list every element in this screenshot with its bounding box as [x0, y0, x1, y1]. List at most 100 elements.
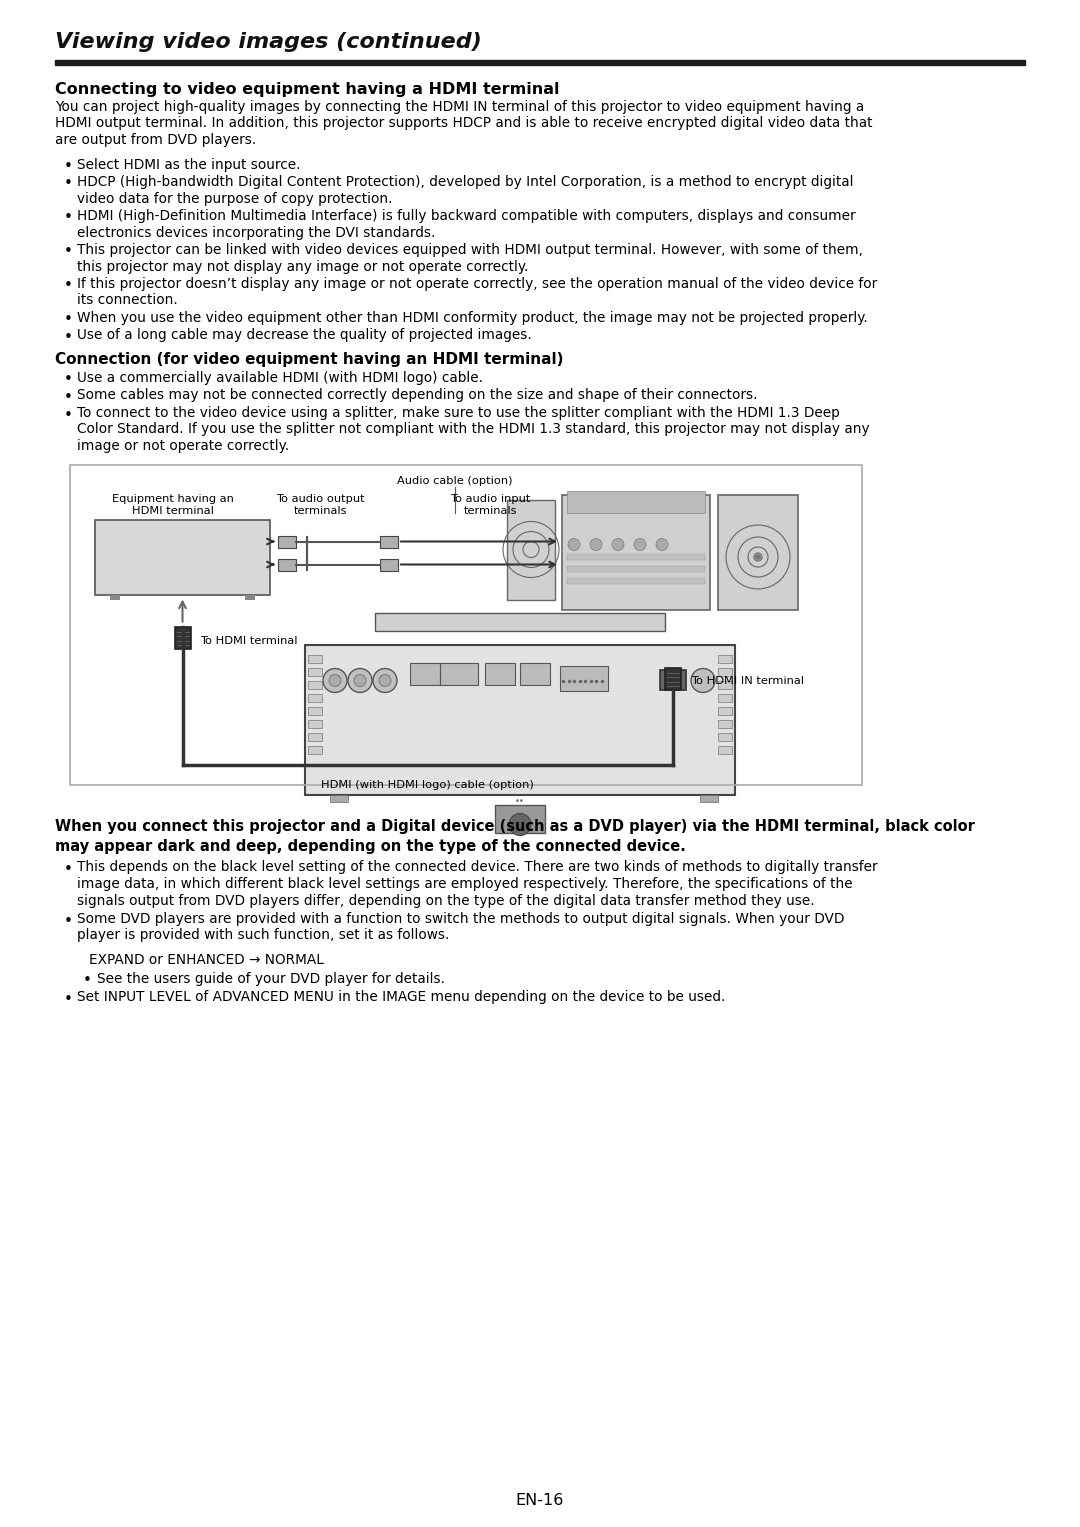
Bar: [308, 707, 322, 715]
Bar: [562, 495, 710, 609]
Text: To HDMI terminal: To HDMI terminal: [201, 635, 298, 646]
Text: may appear dark and deep, depending on the type of the connected device.: may appear dark and deep, depending on t…: [55, 838, 686, 854]
Bar: [308, 745, 322, 753]
Circle shape: [354, 675, 366, 687]
Circle shape: [656, 539, 669, 551]
Bar: [700, 794, 718, 802]
Text: This depends on the black level setting of the connected device. There are two k: This depends on the black level setting …: [77, 861, 878, 875]
Text: Connection (for video equipment having an HDMI terminal): Connection (for video equipment having a…: [55, 353, 564, 366]
Bar: [567, 490, 705, 513]
Bar: [110, 594, 120, 600]
Text: If this projector doesn’t display any image or not operate correctly, see the op: If this projector doesn’t display any im…: [77, 276, 877, 292]
Bar: [665, 667, 681, 690]
Bar: [718, 655, 732, 663]
Text: are output from DVD players.: are output from DVD players.: [55, 133, 256, 147]
Bar: [718, 733, 732, 741]
Bar: [375, 612, 665, 631]
Text: HDMI output terminal. In addition, this projector supports HDCP and is able to r: HDMI output terminal. In addition, this …: [55, 116, 873, 130]
Bar: [380, 536, 399, 548]
Text: Viewing video images (continued): Viewing video images (continued): [55, 32, 482, 52]
Text: Color Standard. If you use the splitter not compliant with the HDMI 1.3 standard: Color Standard. If you use the splitter …: [77, 423, 869, 437]
Bar: [567, 553, 705, 559]
Circle shape: [373, 669, 397, 693]
Text: •: •: [64, 913, 72, 928]
Text: •: •: [64, 373, 72, 388]
Circle shape: [348, 669, 372, 693]
Text: HDMI (with HDMI logo) cable (option): HDMI (with HDMI logo) cable (option): [322, 779, 535, 789]
Text: •: •: [83, 973, 92, 988]
Text: See the users guide of your DVD player for details.: See the users guide of your DVD player f…: [97, 971, 445, 985]
Circle shape: [590, 539, 602, 551]
Bar: [380, 559, 399, 571]
Bar: [330, 794, 348, 802]
Text: •: •: [64, 991, 72, 1006]
Bar: [718, 667, 732, 675]
Text: EN-16: EN-16: [516, 1493, 564, 1509]
Text: To audio input: To audio input: [449, 495, 530, 504]
Text: To HDMI IN terminal: To HDMI IN terminal: [691, 676, 804, 687]
Circle shape: [612, 539, 624, 551]
Text: player is provided with such function, set it as follows.: player is provided with such function, s…: [77, 928, 449, 942]
Bar: [245, 594, 255, 600]
Text: Some DVD players are provided with a function to switch the methods to output di: Some DVD players are provided with a fun…: [77, 912, 845, 925]
Text: This projector can be linked with video devices equipped with HDMI output termin: This projector can be linked with video …: [77, 243, 863, 257]
Bar: [70, 464, 862, 785]
Bar: [308, 655, 322, 663]
Text: Use a commercially available HDMI (with HDMI logo) cable.: Use a commercially available HDMI (with …: [77, 371, 483, 385]
Bar: [567, 565, 705, 571]
Bar: [305, 644, 735, 794]
Bar: [519, 663, 550, 684]
Bar: [718, 495, 798, 609]
Circle shape: [755, 554, 761, 560]
Text: •: •: [64, 330, 72, 345]
Circle shape: [568, 539, 580, 551]
Bar: [660, 669, 686, 690]
Text: this projector may not display any image or not operate correctly.: this projector may not display any image…: [77, 260, 528, 273]
Text: signals output from DVD players differ, depending on the type of the digital dat: signals output from DVD players differ, …: [77, 893, 814, 907]
Bar: [718, 707, 732, 715]
Bar: [308, 693, 322, 701]
Bar: [561, 666, 608, 690]
Bar: [495, 805, 545, 832]
Bar: [718, 693, 732, 701]
Text: •: •: [64, 244, 72, 260]
Text: Some cables may not be connected correctly depending on the size and shape of th: Some cables may not be connected correct…: [77, 388, 757, 403]
Bar: [308, 733, 322, 741]
Bar: [55, 60, 1025, 66]
Text: its connection.: its connection.: [77, 293, 178, 307]
Bar: [308, 719, 322, 727]
Bar: [718, 745, 732, 753]
Text: Audio cable (option): Audio cable (option): [397, 476, 513, 487]
Text: terminals: terminals: [463, 505, 516, 516]
Text: To audio output: To audio output: [275, 495, 364, 504]
Text: EXPAND or ENHANCED → NORMAL: EXPAND or ENHANCED → NORMAL: [89, 953, 324, 967]
Text: video data for the purpose of copy protection.: video data for the purpose of copy prote…: [77, 191, 392, 206]
Text: HDMI (High-Definition Multimedia Interface) is fully backward compatible with co: HDMI (High-Definition Multimedia Interfa…: [77, 209, 855, 223]
Circle shape: [634, 539, 646, 551]
Text: Set INPUT LEVEL of ADVANCED MENU in the IMAGE menu depending on the device to be: Set INPUT LEVEL of ADVANCED MENU in the …: [77, 989, 726, 1003]
Text: Select HDMI as the input source.: Select HDMI as the input source.: [77, 157, 300, 171]
Bar: [567, 577, 705, 583]
Bar: [308, 667, 322, 675]
Bar: [507, 499, 555, 600]
Circle shape: [379, 675, 391, 687]
Text: You can project high-quality images by connecting the HDMI IN terminal of this p: You can project high-quality images by c…: [55, 99, 864, 115]
Text: •: •: [64, 177, 72, 191]
Bar: [410, 663, 440, 684]
Text: image data, in which different black level settings are employed respectively. T: image data, in which different black lev…: [77, 876, 852, 890]
Text: Use of a long cable may decrease the quality of projected images.: Use of a long cable may decrease the qua…: [77, 328, 531, 342]
Circle shape: [509, 814, 531, 835]
Text: ••: ••: [515, 797, 525, 806]
Circle shape: [691, 669, 715, 693]
Circle shape: [323, 669, 347, 693]
Text: •: •: [64, 408, 72, 423]
Text: •: •: [64, 863, 72, 876]
Text: •: •: [64, 159, 72, 174]
Bar: [485, 663, 515, 684]
Bar: [278, 559, 296, 571]
Text: image or not operate correctly.: image or not operate correctly.: [77, 438, 289, 454]
Text: When you use the video equipment other than HDMI conformity product, the image m: When you use the video equipment other t…: [77, 312, 867, 325]
Text: terminals: terminals: [294, 505, 347, 516]
Text: HDMI terminal: HDMI terminal: [132, 505, 214, 516]
Bar: [440, 663, 478, 684]
